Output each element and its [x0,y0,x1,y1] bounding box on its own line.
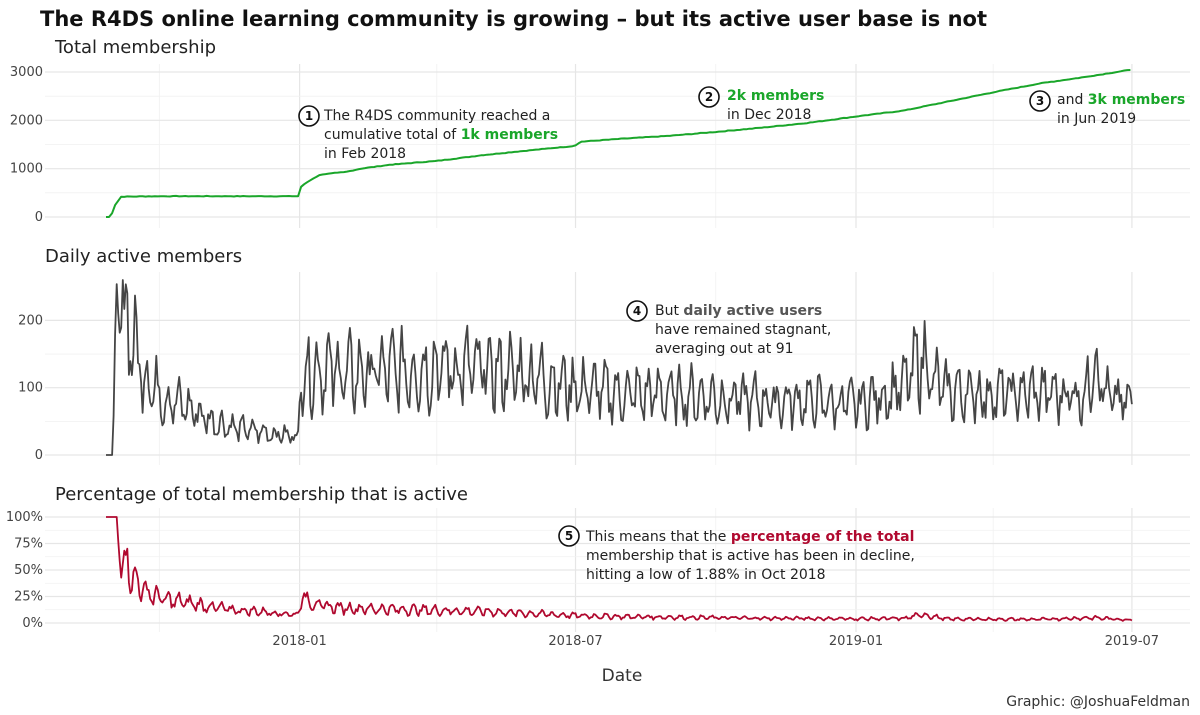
y-tick-label: 50% [14,563,43,578]
annotation-marker [558,525,580,547]
x-tick-label: 2018-01 [272,634,326,649]
x-tick-label: 2019-07 [1105,634,1159,649]
annotation-number: 4 [633,304,641,318]
y-tick-label: 100 [18,381,43,396]
annotation-text: cumulative total of 1k members [324,127,558,143]
annotation-text: in Dec 2018 [727,107,811,123]
chart-title: The R4DS online learning community is gr… [40,7,987,31]
y-tick-label: 0 [35,448,43,463]
series-line-membership [106,69,1131,218]
annotation-marker [298,105,320,127]
y-tick-label: 100% [6,510,43,525]
x-axis-title: Date [602,666,643,686]
y-tick-label: 3000 [10,65,43,80]
series-line-percent [106,516,1133,622]
panel3-title: Percentage of total membership that is a… [55,484,468,505]
annotation-number: 3 [1036,94,1044,108]
panel1-title: Total membership [54,37,216,58]
y-tick-label: 2000 [10,113,43,128]
annotation-text: membership that is active has been in de… [586,548,915,564]
annotation-text: averaging out at 91 [655,341,794,357]
series-line-active [106,279,1133,456]
y-tick-label: 0% [22,616,43,631]
annotation-text: But daily active users [655,303,822,319]
annotation-text: and 3k members [1057,92,1185,108]
x-axis-ticks: 2018-01 2018-07 2019-01 2019-07 [272,634,1159,649]
panel2-title: Daily active members [45,246,242,267]
y-tick-label: 25% [14,590,43,605]
annotation-marker [698,86,720,108]
percent-active-panel: 0% 25% 50% 75% 100% 5 This means that the perc… [6,508,1190,632]
membership-panel: 0 1000 2000 3000 1 The R4DS community reached… [10,64,1190,228]
y-tick-label: 200 [18,313,43,328]
annotation-text: 2k members [727,88,824,104]
annotation-number: 1 [305,109,313,123]
caption: Graphic: @JoshuaFeldman [1006,694,1190,710]
x-tick-label: 2019-01 [829,634,883,649]
active-members-panel: 0 100 200 4 But daily active users have remai… [18,272,1190,465]
annotation-number: 2 [705,90,713,104]
y-tick-label: 75% [14,537,43,552]
y-tick-label: 0 [35,210,43,225]
annotation-number: 5 [565,529,573,543]
annotation-marker [1029,90,1051,112]
annotation-text: in Jun 2019 [1057,111,1136,127]
x-tick-label: 2018-07 [548,634,602,649]
annotation-text: in Feb 2018 [324,146,406,162]
annotation-text: hitting a low of 1.88% in Oct 2018 [586,567,826,583]
annotation-text: have remained stagnant, [655,322,831,338]
y-tick-label: 1000 [10,162,43,177]
annotation-marker [626,300,648,322]
annotation-text: The R4DS community reached a [323,108,550,124]
annotation-text: This means that the percentage of the to… [585,529,914,545]
